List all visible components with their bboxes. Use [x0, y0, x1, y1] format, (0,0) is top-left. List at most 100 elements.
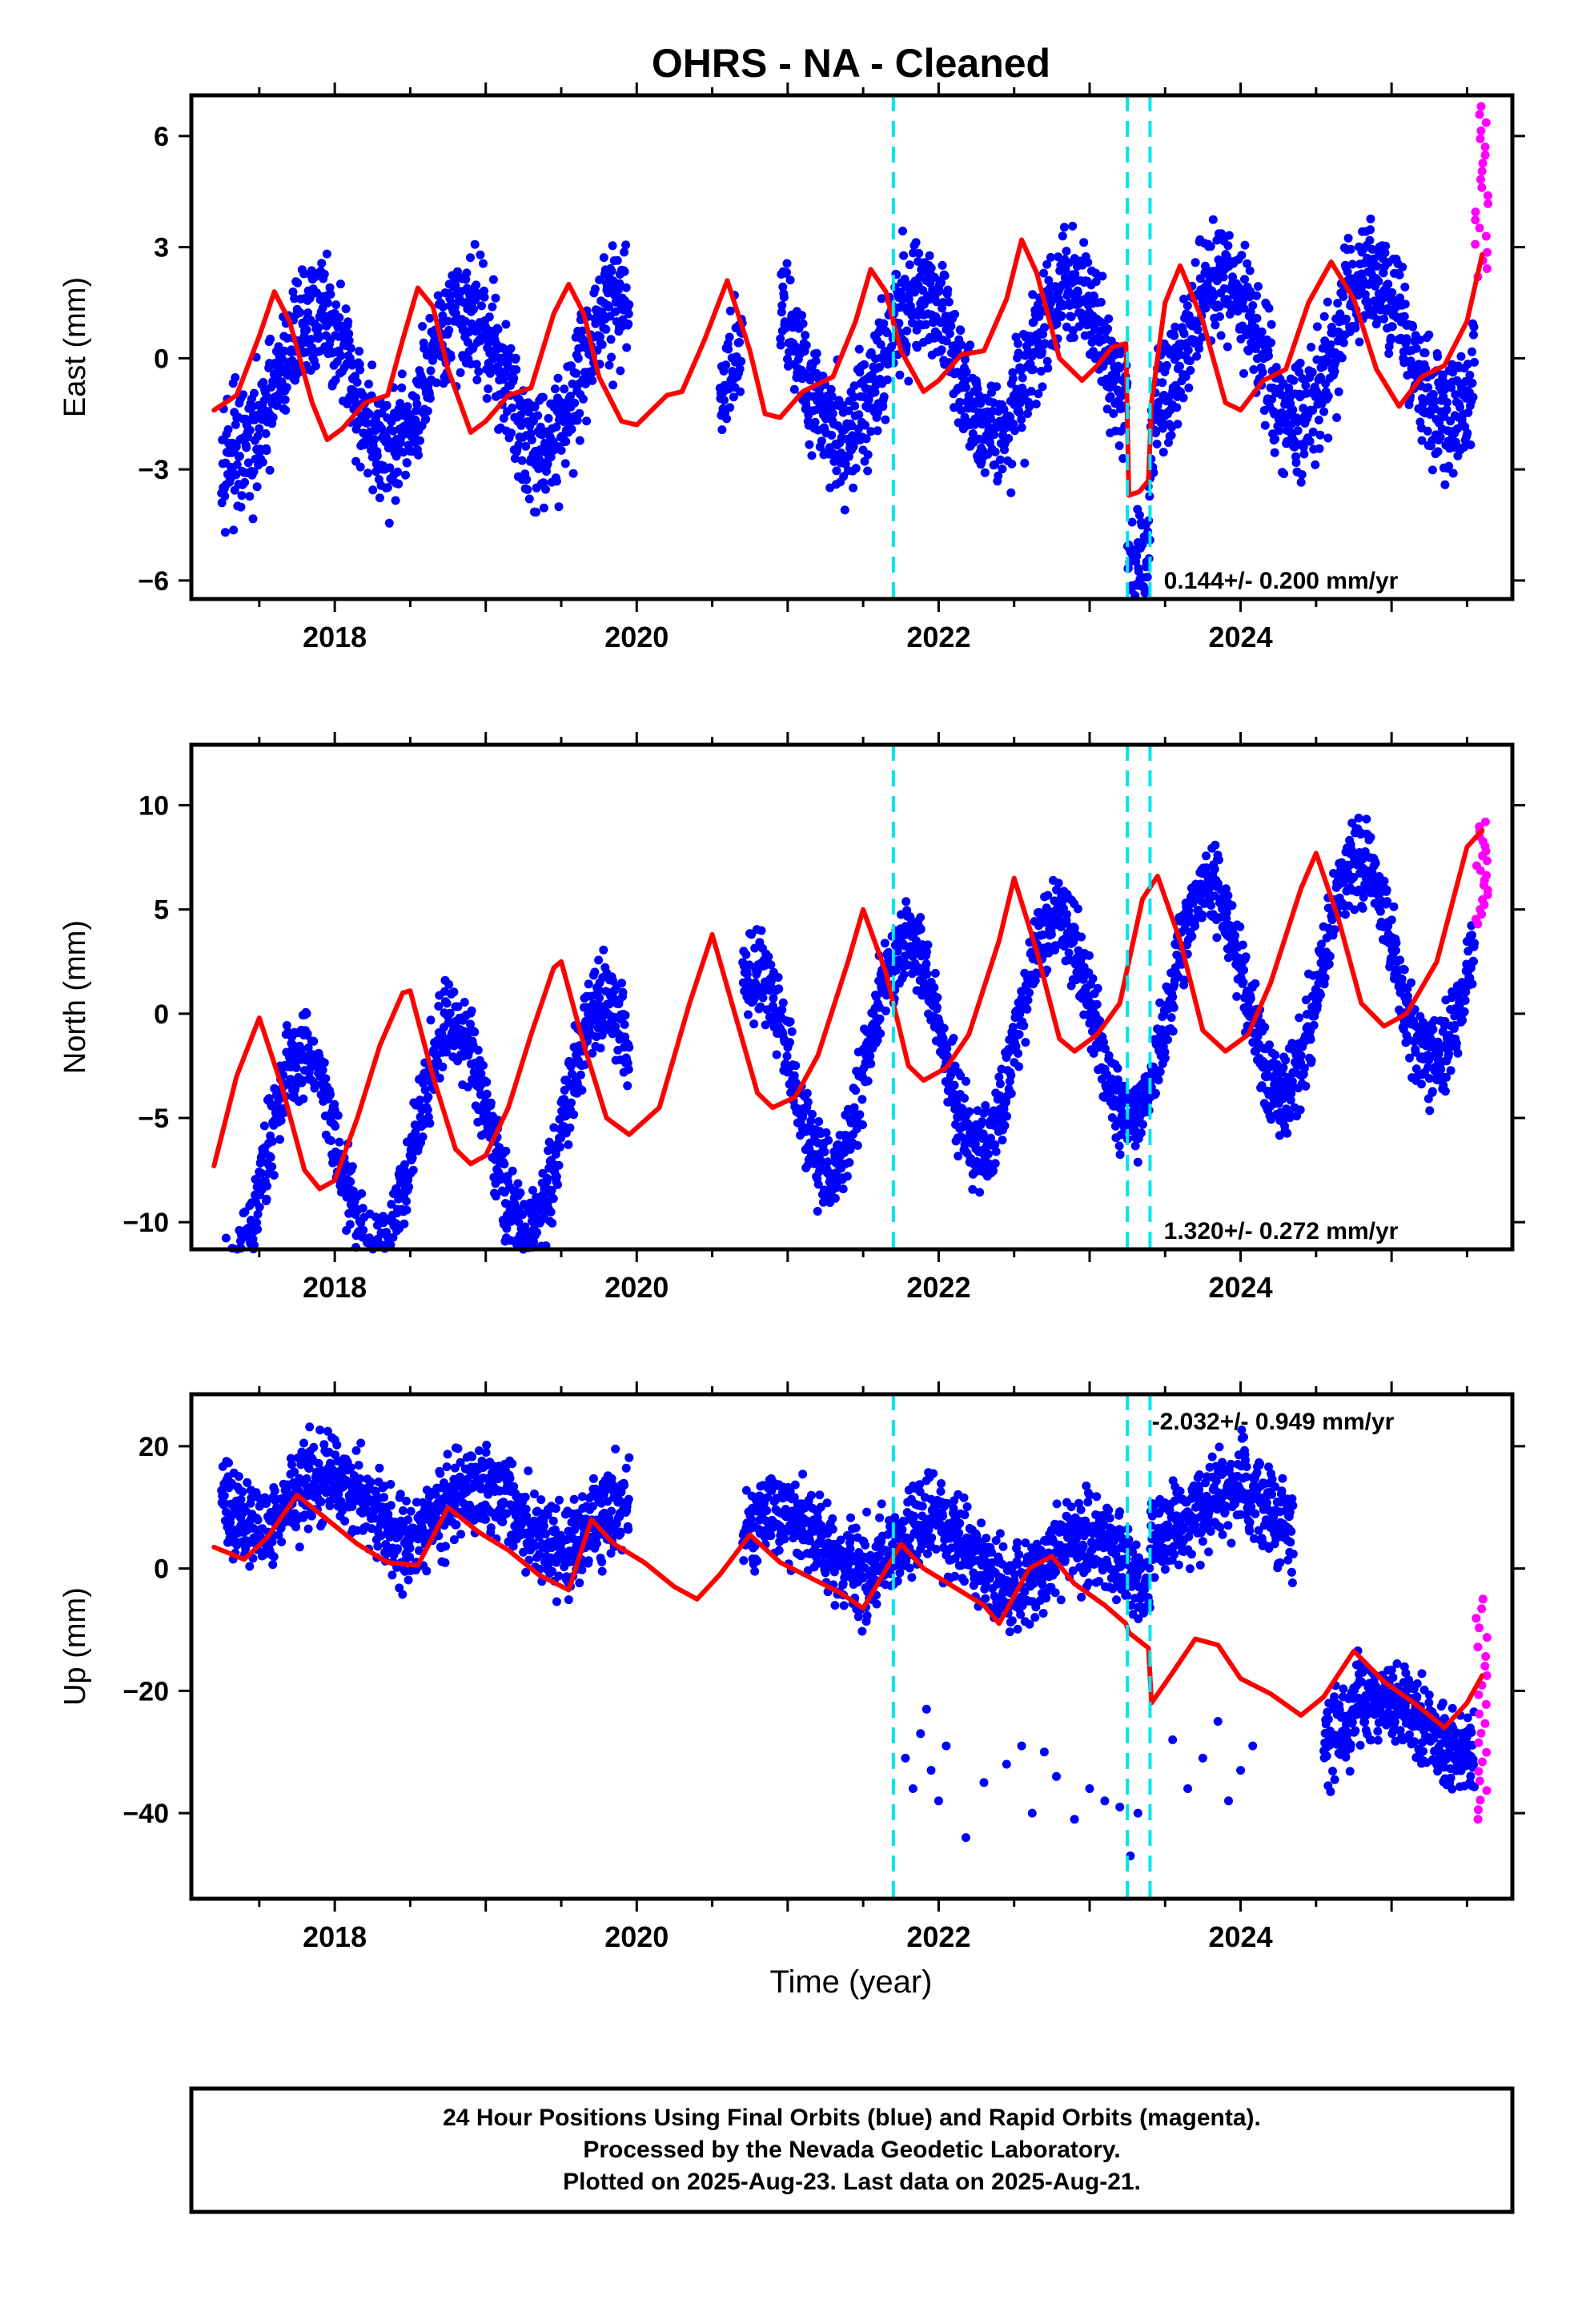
final-point: [876, 1029, 885, 1039]
final-point: [814, 1117, 824, 1126]
final-point: [1315, 430, 1325, 440]
final-point: [359, 1225, 368, 1235]
final-point: [791, 1061, 801, 1071]
y-tick-label: −3: [138, 455, 169, 485]
final-point: [252, 482, 262, 492]
final-point: [552, 422, 561, 432]
final-point: [1073, 287, 1082, 297]
final-point: [501, 320, 511, 329]
final-point: [1323, 392, 1333, 401]
final-point: [1198, 911, 1207, 920]
final-point: [1175, 361, 1184, 371]
final-point: [282, 383, 291, 392]
final-point: [482, 1077, 492, 1087]
final-point: [827, 431, 837, 440]
final-point: [729, 392, 738, 402]
final-point: [341, 304, 351, 314]
final-point: [538, 392, 548, 402]
final-point: [275, 1135, 284, 1144]
final-point: [597, 340, 607, 349]
final-point: [960, 1093, 969, 1103]
final-point: [280, 395, 290, 404]
final-point: [854, 410, 864, 420]
final-point: [343, 317, 353, 327]
final-point: [240, 477, 250, 487]
final-point: [875, 363, 885, 372]
final-point: [343, 399, 352, 408]
final-point: [744, 1010, 753, 1019]
final-point: [991, 1147, 1001, 1156]
final-point: [1201, 304, 1211, 313]
final-point: [319, 1058, 329, 1068]
y-tick-label: 0: [154, 344, 169, 374]
final-point: [1288, 405, 1298, 415]
final-orbit-points: [217, 214, 1480, 600]
final-point: [855, 1110, 865, 1120]
final-point: [923, 940, 933, 950]
final-point: [801, 340, 811, 350]
final-point: [772, 1050, 781, 1059]
final-point: [1258, 368, 1267, 377]
final-point: [881, 1006, 890, 1015]
final-point: [725, 332, 734, 342]
final-point: [1103, 324, 1113, 334]
rapid-point: [1483, 191, 1492, 200]
final-point: [857, 1095, 867, 1104]
final-point: [962, 1076, 970, 1086]
final-point: [493, 324, 503, 334]
final-point: [319, 269, 329, 279]
final-point: [509, 374, 519, 383]
rapid-point: [1478, 159, 1488, 168]
final-point: [325, 283, 335, 292]
final-point: [1022, 1004, 1032, 1014]
final-point: [1332, 413, 1342, 422]
final-point: [817, 436, 826, 446]
final-point: [1046, 930, 1056, 939]
final-point: [596, 1043, 605, 1053]
final-point: [1346, 244, 1355, 254]
final-point: [1295, 358, 1305, 368]
final-point: [1241, 952, 1251, 962]
final-point: [575, 436, 584, 445]
final-point: [1355, 337, 1364, 347]
final-point: [949, 1034, 958, 1043]
final-point: [1339, 292, 1348, 301]
final-point: [550, 384, 560, 394]
final-point: [1014, 1062, 1024, 1072]
x-tick-label: 2018: [303, 621, 367, 653]
final-point: [820, 1147, 829, 1156]
final-point: [1337, 353, 1347, 363]
final-point: [382, 400, 391, 410]
final-point: [849, 483, 858, 493]
final-point: [575, 408, 584, 418]
rapid-point: [1480, 143, 1490, 151]
final-point: [477, 301, 486, 311]
final-point: [877, 294, 886, 304]
final-point: [364, 409, 374, 419]
final-point: [1440, 480, 1450, 489]
final-point: [522, 475, 532, 485]
rapid-point: [1481, 231, 1491, 241]
final-point: [421, 415, 431, 424]
final-point: [1264, 351, 1273, 360]
final-point: [1271, 434, 1280, 444]
final-point: [1133, 1157, 1142, 1167]
final-point: [850, 401, 860, 411]
final-point: [364, 380, 373, 389]
final-point: [345, 1220, 355, 1229]
final-point: [797, 311, 807, 320]
final-point: [1021, 1038, 1030, 1047]
final-point: [566, 392, 575, 401]
final-point: [842, 1172, 852, 1181]
final-point: [370, 435, 379, 444]
rapid-point: [1471, 215, 1480, 225]
final-point: [1019, 1021, 1029, 1031]
final-point: [1271, 1050, 1280, 1059]
final-point: [1184, 383, 1194, 392]
final-point: [721, 360, 731, 370]
final-point: [508, 403, 517, 412]
final-point: [937, 345, 946, 355]
final-point: [391, 496, 400, 505]
final-point: [778, 998, 788, 1007]
